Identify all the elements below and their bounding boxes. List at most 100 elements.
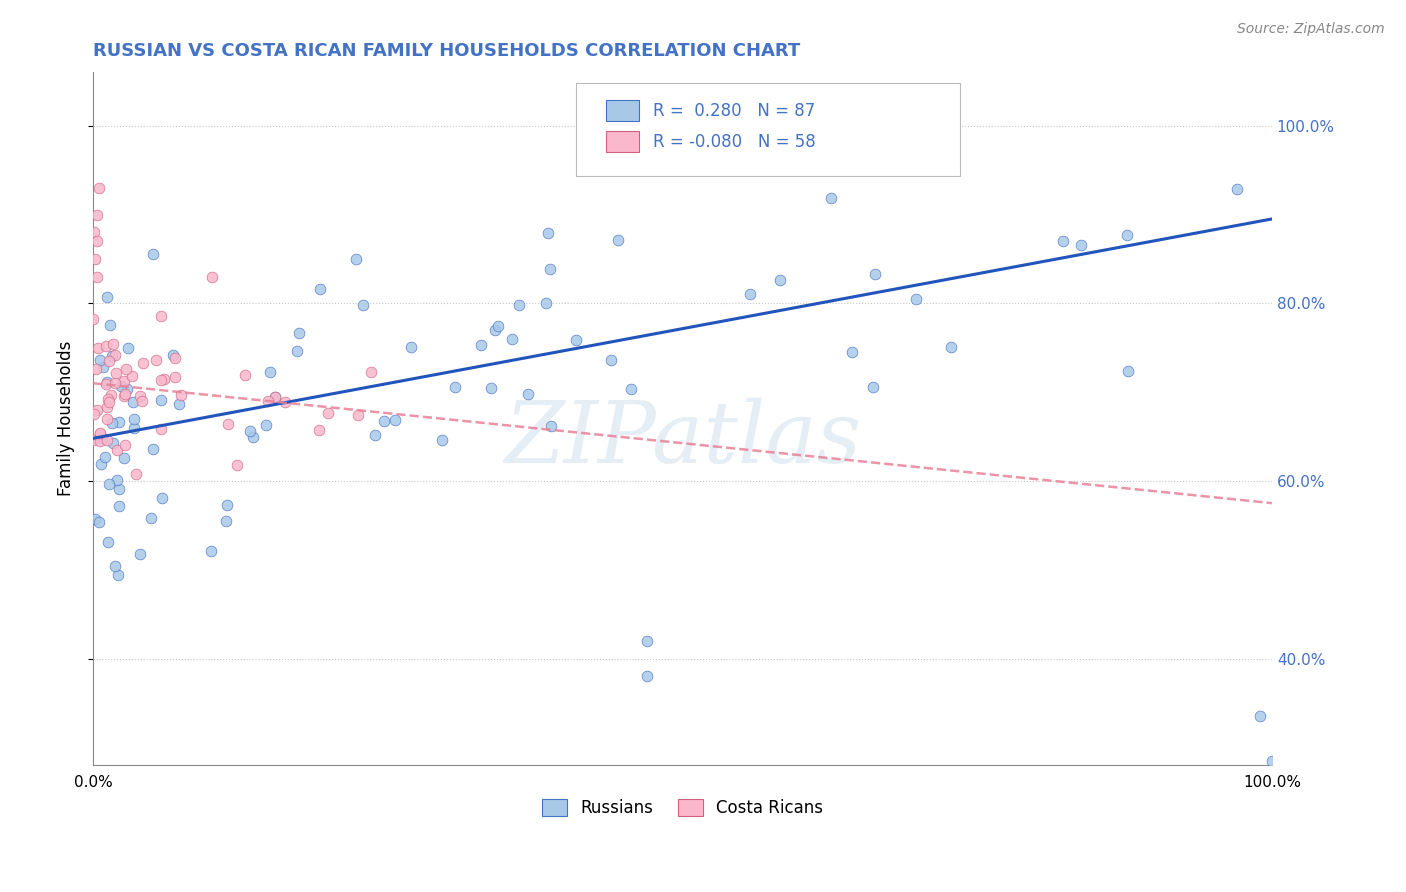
Point: [83, 407, 105, 421]
Point: [114, 387, 136, 401]
Point: [430, 433, 453, 447]
Point: [1052, 234, 1074, 248]
FancyBboxPatch shape: [576, 83, 959, 177]
Point: [90, 457, 112, 471]
Point: [97, 535, 120, 549]
Point: [90, 431, 112, 445]
Point: [112, 389, 135, 403]
Point: [169, 388, 191, 402]
Point: [96, 290, 118, 304]
Point: [94, 450, 117, 464]
Point: [89, 426, 111, 441]
Point: [86, 403, 108, 417]
Point: [600, 353, 623, 368]
Point: [239, 424, 262, 438]
Point: [565, 333, 588, 347]
Point: [104, 559, 127, 574]
Point: [112, 450, 135, 465]
Point: [263, 390, 285, 404]
Point: [108, 499, 131, 513]
Text: ZIPatlas: ZIPatlas: [503, 398, 860, 481]
Point: [101, 416, 124, 430]
Point: [101, 349, 124, 363]
Point: [636, 669, 658, 683]
Point: [129, 389, 152, 403]
Point: [107, 568, 129, 582]
Point: [96, 433, 118, 447]
Point: [225, 458, 247, 473]
Point: [122, 395, 145, 409]
Point: [117, 382, 139, 396]
Legend: Russians, Costa Ricans: Russians, Costa Ricans: [536, 792, 830, 824]
FancyBboxPatch shape: [606, 131, 638, 152]
Y-axis label: Family Households: Family Households: [58, 341, 75, 497]
Point: [124, 467, 146, 481]
Point: [122, 411, 145, 425]
Point: [169, 397, 191, 411]
Point: [484, 323, 506, 337]
Point: [97, 477, 120, 491]
Point: [98, 354, 121, 368]
Point: [479, 381, 502, 395]
Point: [401, 341, 423, 355]
Point: [117, 341, 139, 355]
Point: [308, 282, 330, 296]
Text: Source: ZipAtlas.com: Source: ZipAtlas.com: [1237, 22, 1385, 37]
Point: [263, 390, 285, 404]
Point: [215, 514, 238, 528]
Point: [82, 311, 104, 326]
Point: [606, 233, 628, 247]
Point: [145, 353, 167, 368]
Point: [242, 430, 264, 444]
Point: [108, 416, 131, 430]
Point: [104, 348, 127, 362]
Point: [217, 417, 239, 432]
Point: [94, 339, 117, 353]
Point: [1118, 364, 1140, 378]
Point: [82, 433, 104, 447]
Point: [86, 341, 108, 355]
Point: [150, 393, 173, 408]
Point: [865, 267, 887, 281]
Point: [201, 270, 224, 285]
Point: [254, 417, 277, 432]
Point: [110, 378, 132, 392]
Text: RUSSIAN VS COSTA RICAN FAMILY HOUSEHOLDS CORRELATION CHART: RUSSIAN VS COSTA RICAN FAMILY HOUSEHOLDS…: [93, 42, 800, 60]
Point: [364, 428, 387, 442]
Point: [373, 414, 395, 428]
Point: [97, 392, 120, 407]
Point: [93, 360, 115, 375]
Point: [104, 376, 127, 390]
Point: [89, 434, 111, 448]
Point: [939, 340, 962, 354]
Point: [100, 388, 122, 402]
Point: [470, 338, 492, 352]
Point: [122, 421, 145, 435]
Point: [101, 436, 124, 450]
Point: [84, 252, 107, 266]
Point: [1225, 181, 1247, 195]
Point: [86, 234, 108, 248]
Point: [257, 394, 280, 409]
Point: [98, 395, 121, 409]
Point: [360, 365, 382, 379]
Point: [96, 412, 118, 426]
Point: [259, 365, 281, 379]
Point: [768, 273, 790, 287]
Point: [89, 353, 111, 368]
Point: [1261, 754, 1284, 768]
Point: [636, 633, 658, 648]
Point: [89, 427, 111, 442]
Point: [150, 309, 173, 323]
Point: [107, 483, 129, 497]
Point: [86, 269, 108, 284]
Point: [501, 332, 523, 346]
Point: [142, 247, 165, 261]
Point: [384, 412, 406, 426]
Point: [740, 286, 762, 301]
Point: [152, 372, 174, 386]
Point: [233, 368, 256, 382]
Point: [285, 343, 308, 358]
Point: [101, 337, 124, 351]
Point: [142, 442, 165, 457]
